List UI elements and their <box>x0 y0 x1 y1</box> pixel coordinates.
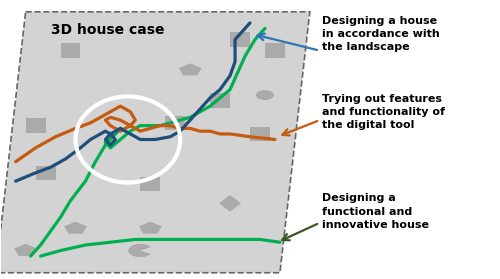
Text: 3D house case: 3D house case <box>50 23 164 37</box>
Bar <box>230 32 250 47</box>
Polygon shape <box>139 222 162 234</box>
Text: Trying out features
and functionality of
the digital tool: Trying out features and functionality of… <box>322 93 446 130</box>
Bar <box>210 93 230 108</box>
Polygon shape <box>64 222 87 234</box>
Circle shape <box>256 90 274 100</box>
Bar <box>165 116 185 130</box>
Text: Designing a
functional and
innovative house: Designing a functional and innovative ho… <box>322 193 430 230</box>
Bar <box>36 166 56 180</box>
Bar <box>250 127 270 141</box>
Polygon shape <box>14 244 37 256</box>
Polygon shape <box>219 195 241 212</box>
Bar <box>60 44 80 58</box>
Wedge shape <box>128 244 150 257</box>
Bar <box>26 118 46 133</box>
Text: Designing a house
in accordance with
the landscape: Designing a house in accordance with the… <box>322 16 440 52</box>
Bar <box>265 44 285 58</box>
Bar <box>140 177 160 191</box>
Polygon shape <box>179 63 202 76</box>
Polygon shape <box>0 12 310 273</box>
